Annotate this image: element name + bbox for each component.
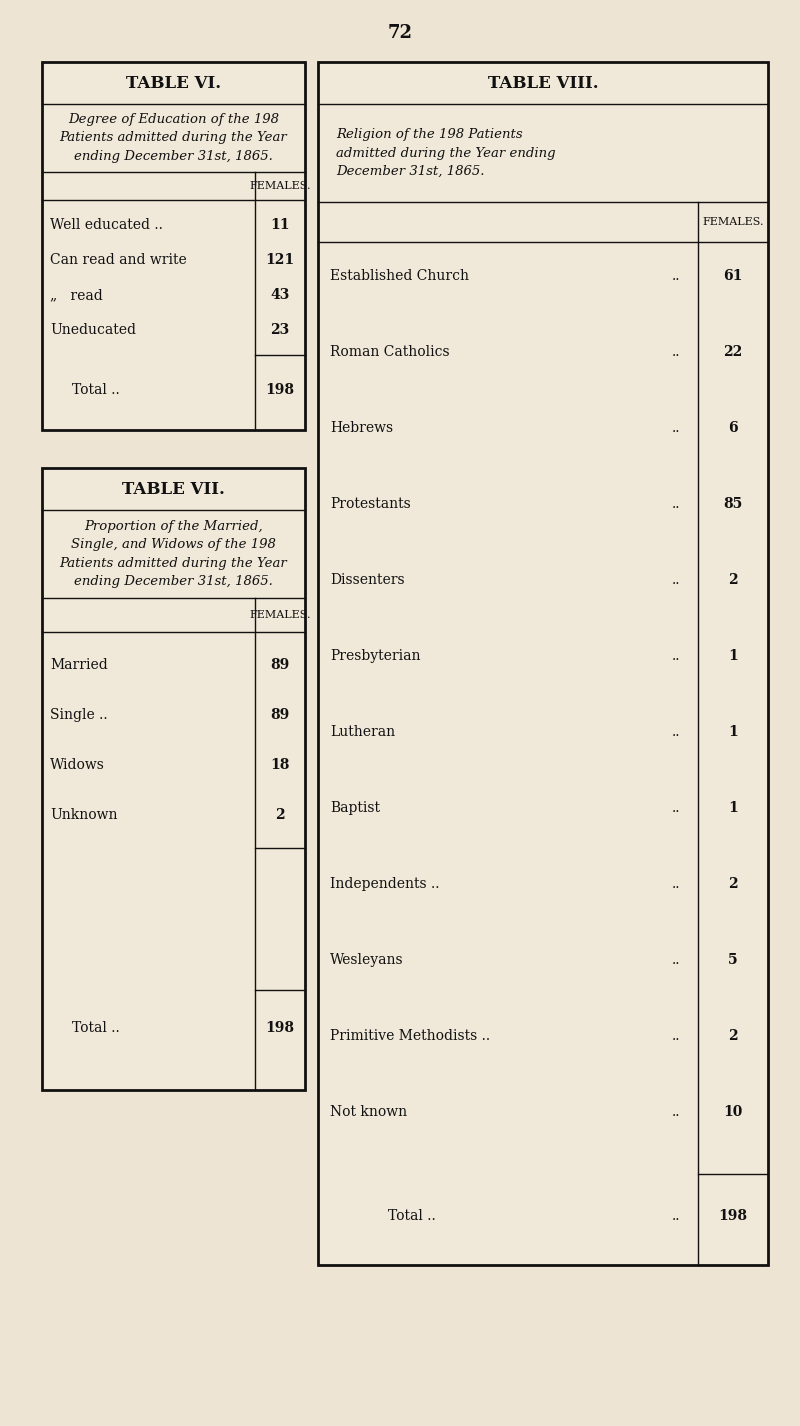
Text: Total ..: Total .. [72,384,120,396]
Text: ..: .. [671,1209,680,1224]
Text: 72: 72 [387,24,413,41]
Text: „   read: „ read [50,288,102,302]
Text: 23: 23 [270,324,290,337]
Text: ..: .. [671,1030,680,1042]
Text: Primitive Methodists ..: Primitive Methodists .. [330,1030,490,1042]
Text: ..: .. [671,801,680,816]
Text: Independents ..: Independents .. [330,877,439,891]
Text: Single ..: Single .. [50,707,108,722]
Text: ..: .. [671,421,680,435]
Text: TABLE VI.: TABLE VI. [126,74,221,91]
Text: ..: .. [671,724,680,739]
Text: Protestants: Protestants [330,498,410,511]
Text: Well educated ..: Well educated .. [50,218,163,232]
Text: Degree of Education of the 198
Patients admitted during the Year
ending December: Degree of Education of the 198 Patients … [60,113,287,163]
Text: 10: 10 [723,1105,742,1119]
Text: ..: .. [671,953,680,967]
Text: 1: 1 [728,649,738,663]
Text: ..: .. [671,1105,680,1119]
Text: Proportion of the Married,
Single, and Widows of the 198
Patients admitted durin: Proportion of the Married, Single, and W… [60,519,287,589]
Text: Established Church: Established Church [330,270,469,282]
Text: 2: 2 [728,877,738,891]
Text: ..: .. [671,270,680,282]
Text: FEMALES.: FEMALES. [702,217,764,227]
Text: 89: 89 [270,657,290,672]
Text: 11: 11 [270,218,290,232]
Text: ..: .. [671,649,680,663]
Text: 1: 1 [728,724,738,739]
Text: Dissenters: Dissenters [330,573,405,588]
Text: Total ..: Total .. [388,1209,436,1224]
Text: 18: 18 [270,759,290,771]
Text: 198: 198 [718,1209,747,1224]
Text: 6: 6 [728,421,738,435]
Text: 61: 61 [723,270,742,282]
Text: Uneducated: Uneducated [50,324,136,337]
Polygon shape [318,61,768,1265]
Text: Unknown: Unknown [50,809,118,821]
Text: 1: 1 [728,801,738,816]
Polygon shape [42,468,305,1089]
Text: Wesleyans: Wesleyans [330,953,404,967]
Text: FEMALES.: FEMALES. [250,181,310,191]
Text: 2: 2 [275,809,285,821]
Text: 89: 89 [270,707,290,722]
Text: Widows: Widows [50,759,105,771]
Text: 198: 198 [266,384,294,396]
Text: Presbyterian: Presbyterian [330,649,421,663]
Text: 198: 198 [266,1021,294,1035]
Text: ..: .. [671,498,680,511]
Text: TABLE VII.: TABLE VII. [122,481,225,498]
Text: 2: 2 [728,1030,738,1042]
Text: Lutheran: Lutheran [330,724,395,739]
Text: Married: Married [50,657,108,672]
Text: Not known: Not known [330,1105,407,1119]
Text: Baptist: Baptist [330,801,380,816]
Text: Religion of the 198 Patients
admitted during the Year ending
December 31st, 1865: Religion of the 198 Patients admitted du… [336,128,556,178]
Text: 43: 43 [270,288,290,302]
Text: ..: .. [671,573,680,588]
Text: FEMALES.: FEMALES. [250,610,310,620]
Text: Hebrews: Hebrews [330,421,393,435]
Text: TABLE VIII.: TABLE VIII. [488,74,598,91]
Text: 5: 5 [728,953,738,967]
Text: Total ..: Total .. [72,1021,120,1035]
Text: ..: .. [671,345,680,359]
Polygon shape [42,61,305,431]
Text: ..: .. [671,877,680,891]
Text: Can read and write: Can read and write [50,252,186,267]
Text: 2: 2 [728,573,738,588]
Text: 85: 85 [723,498,742,511]
Text: Roman Catholics: Roman Catholics [330,345,450,359]
Text: 121: 121 [266,252,294,267]
Text: 22: 22 [723,345,742,359]
